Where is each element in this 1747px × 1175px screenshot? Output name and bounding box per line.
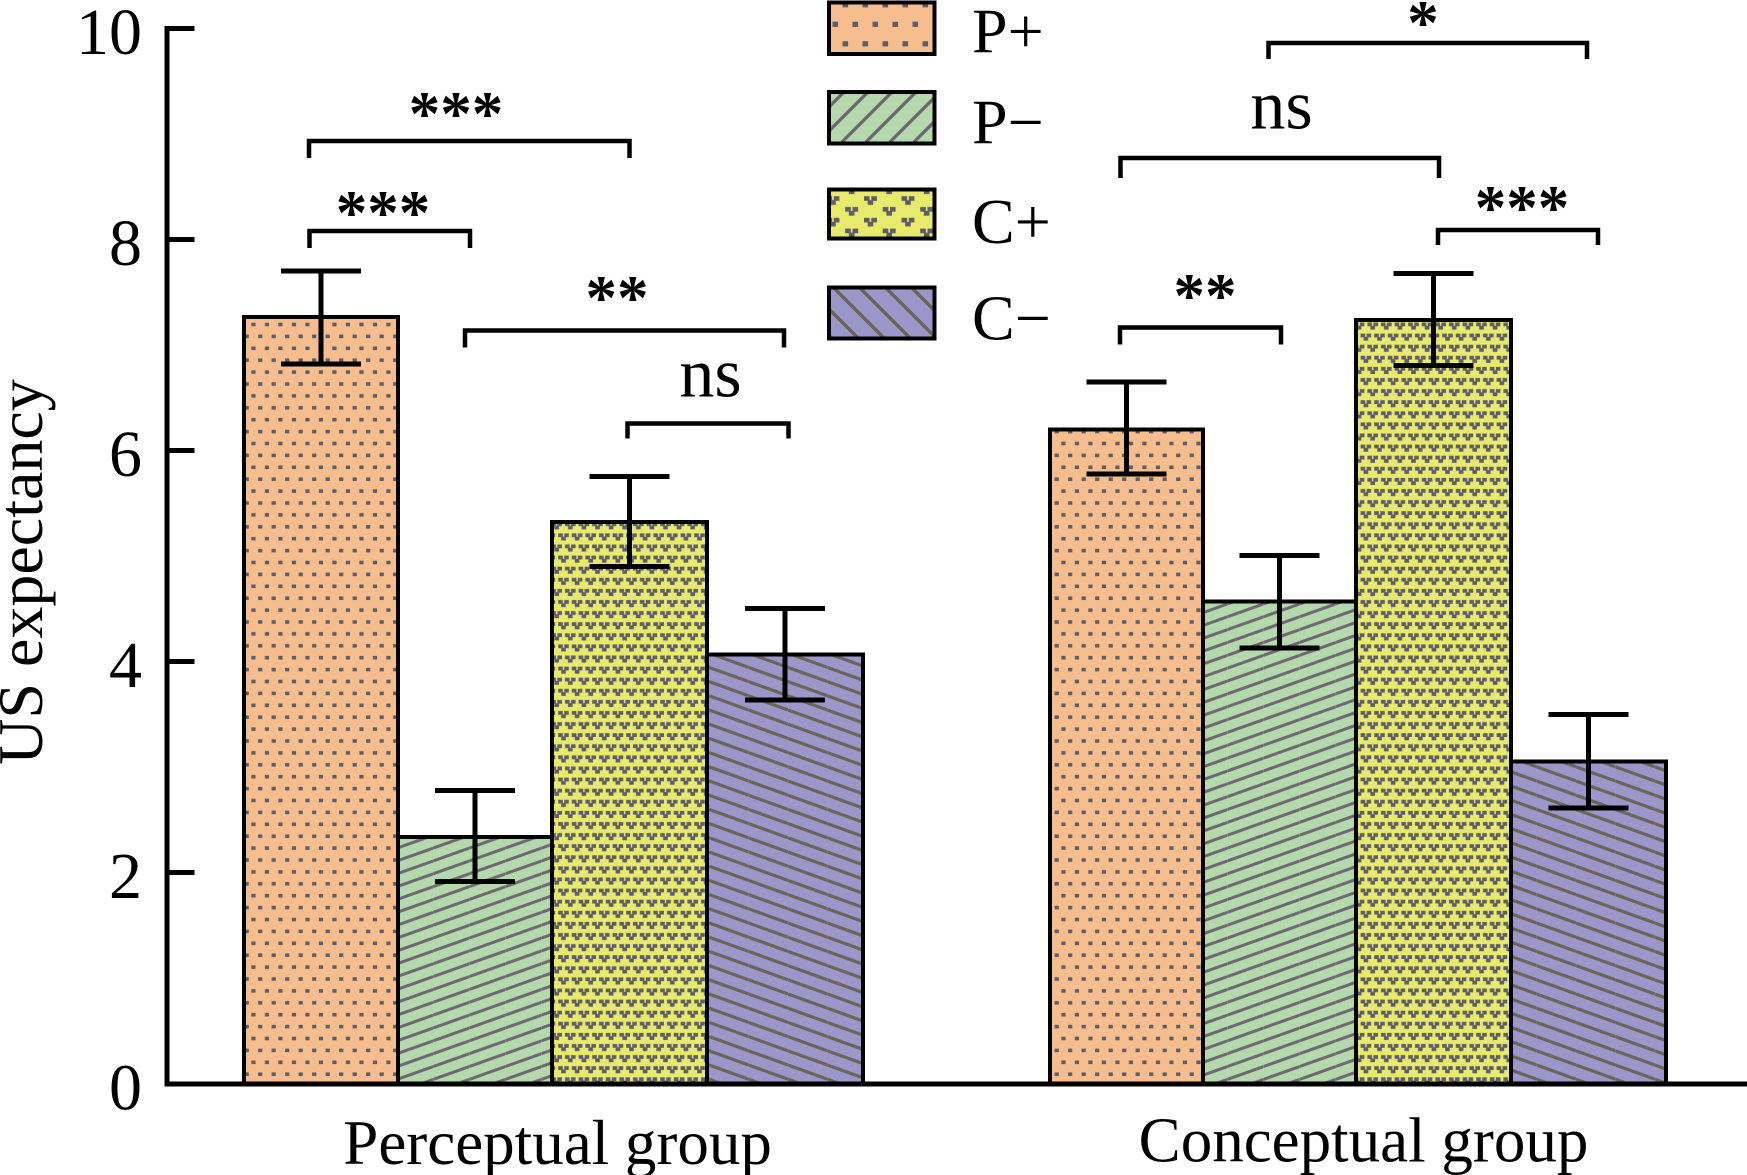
svg-text:US expectancy: US expectancy xyxy=(0,379,56,765)
svg-text:*: * xyxy=(1407,0,1439,58)
svg-text:Perceptual group: Perceptual group xyxy=(343,1108,772,1175)
svg-text:0: 0 xyxy=(109,1052,142,1125)
svg-text:***: *** xyxy=(336,178,431,248)
svg-text:**: ** xyxy=(1174,261,1237,331)
svg-text:**: ** xyxy=(586,263,649,333)
svg-text:2: 2 xyxy=(109,840,142,913)
svg-text:8: 8 xyxy=(109,207,142,280)
svg-text:C+: C+ xyxy=(972,186,1051,257)
svg-text:10: 10 xyxy=(76,0,142,69)
svg-text:P+: P+ xyxy=(972,0,1044,67)
svg-text:ns: ns xyxy=(1250,68,1312,145)
svg-text:6: 6 xyxy=(109,418,142,491)
svg-text:***: *** xyxy=(1475,173,1570,243)
svg-text:Conceptual group: Conceptual group xyxy=(1139,1105,1589,1175)
svg-text:***: *** xyxy=(409,79,504,149)
svg-text:ns: ns xyxy=(679,336,741,413)
svg-text:4: 4 xyxy=(109,629,142,702)
svg-text:P−: P− xyxy=(972,87,1044,158)
svg-text:C−: C− xyxy=(972,283,1051,354)
